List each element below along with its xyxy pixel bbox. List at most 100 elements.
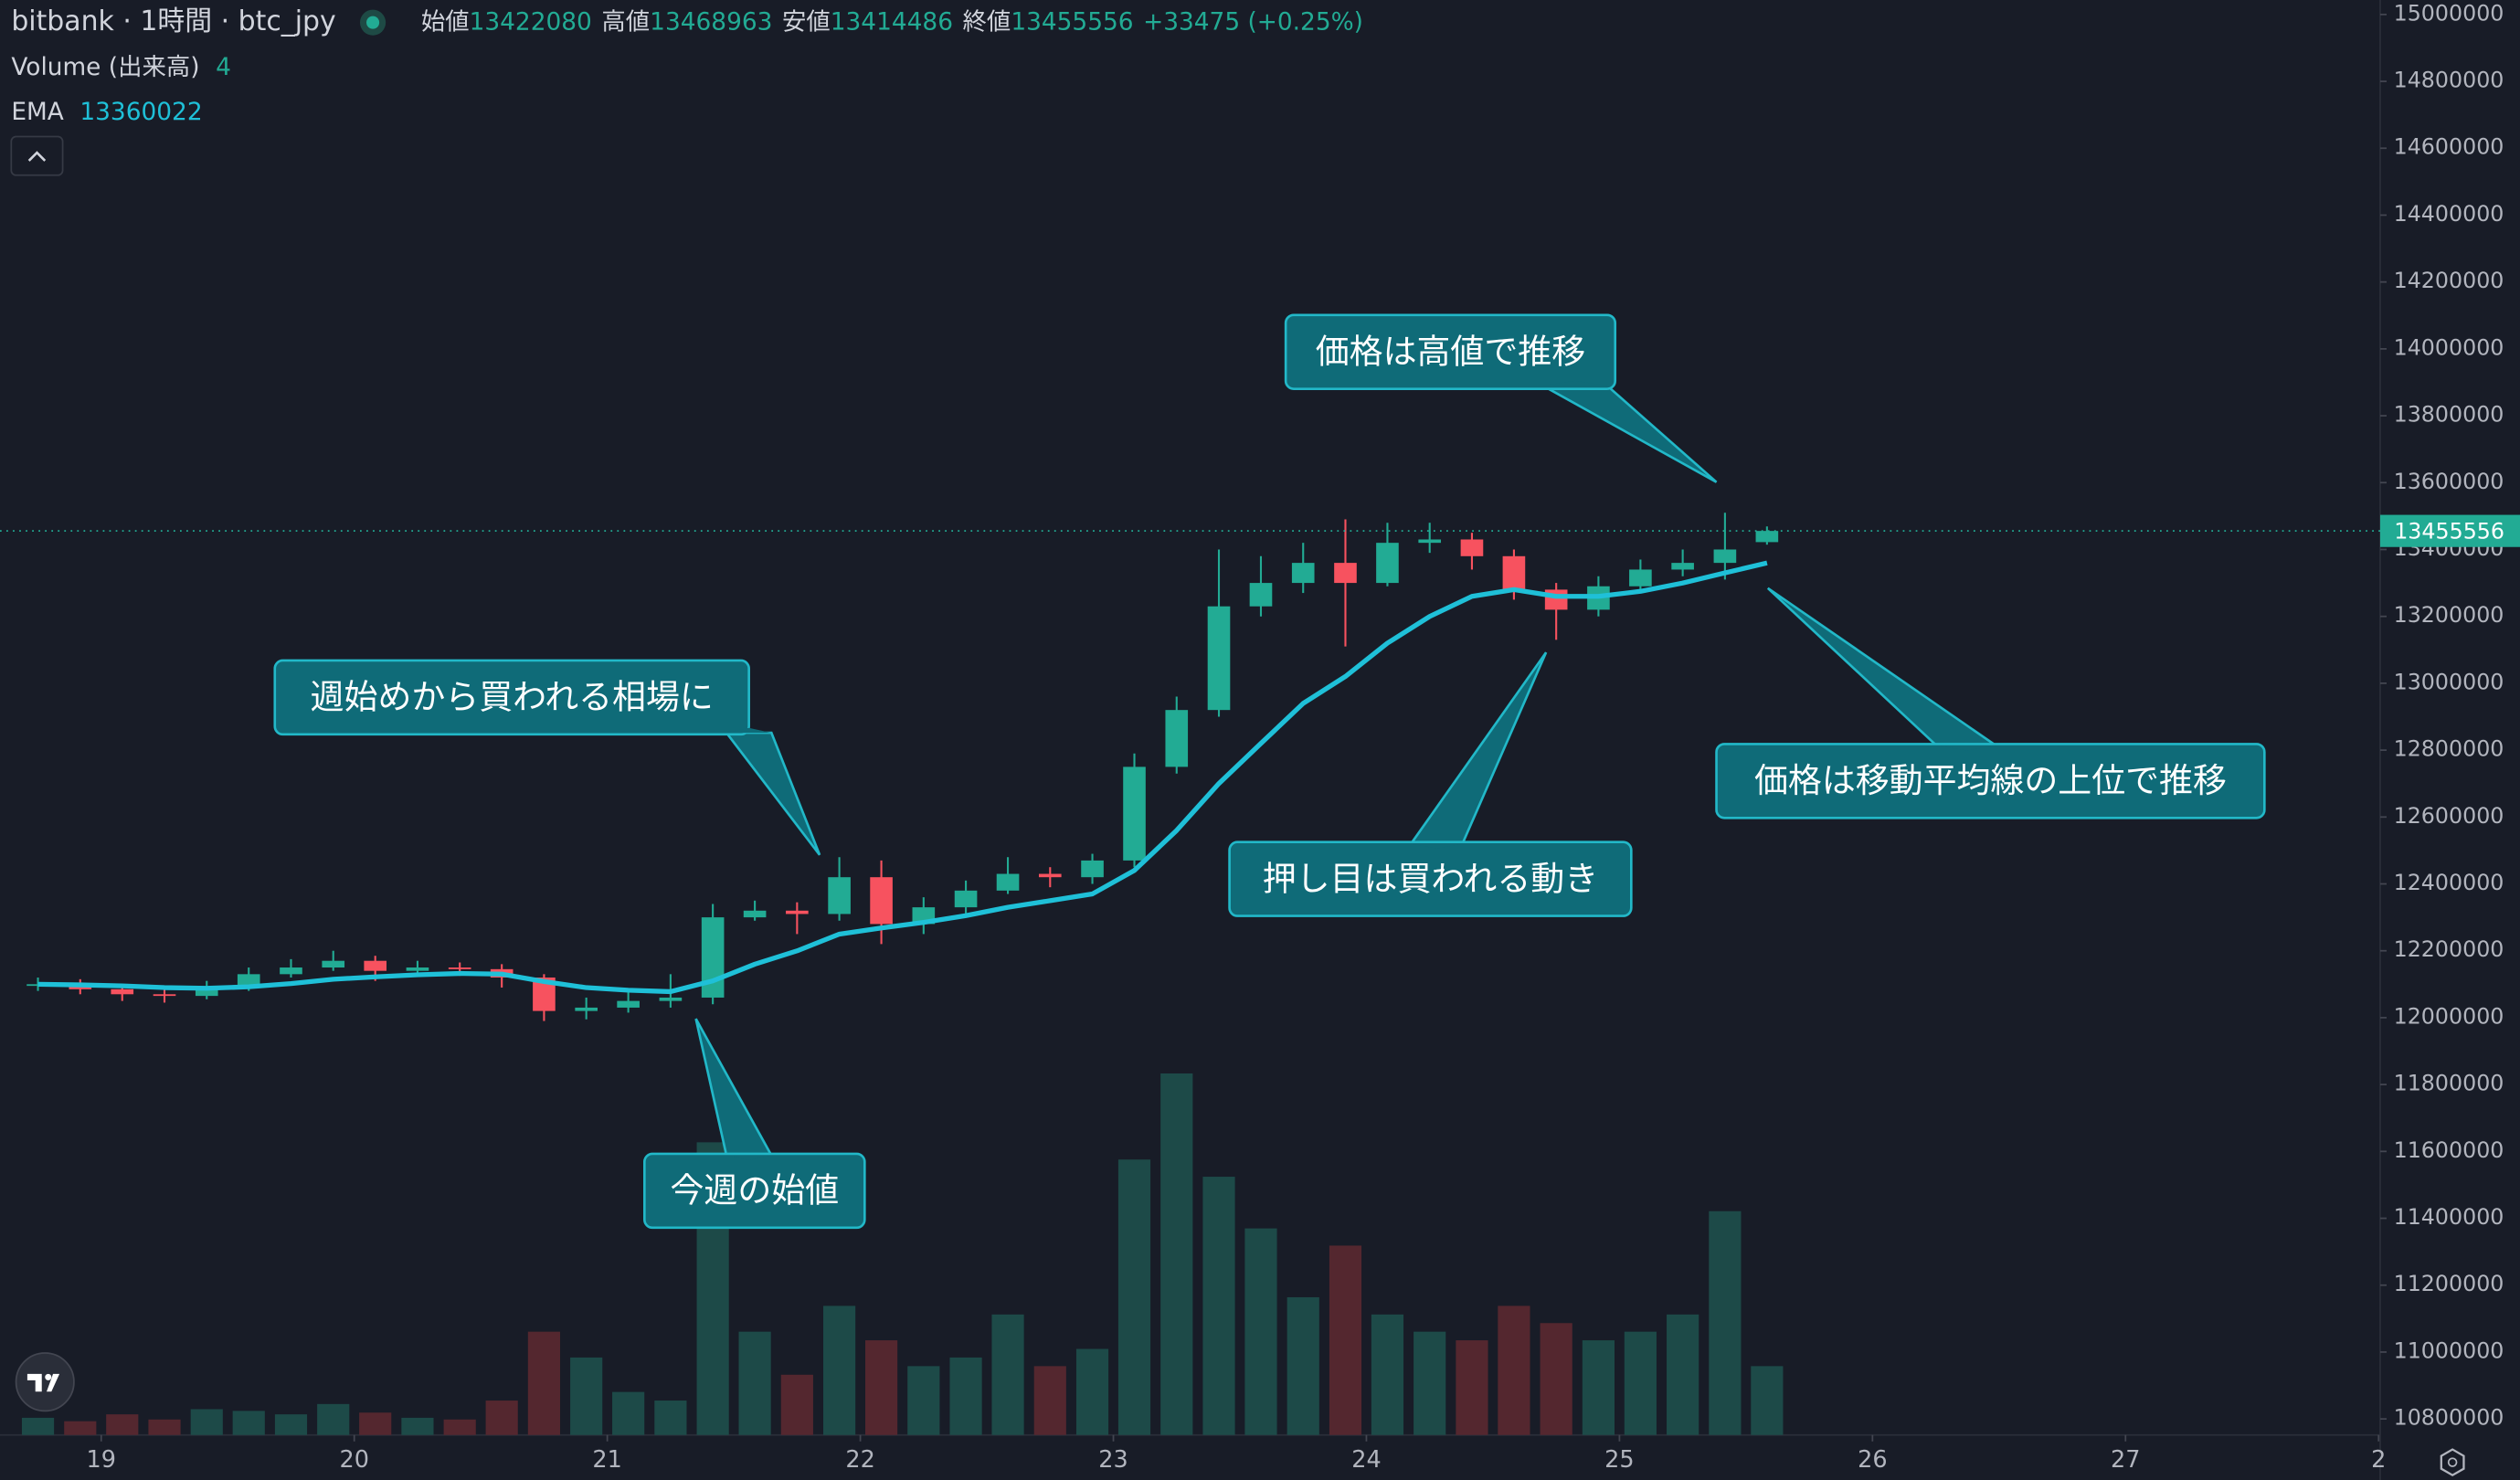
volume-bar xyxy=(1667,1314,1699,1435)
callout-joint xyxy=(726,1155,772,1160)
candle-body xyxy=(996,873,1020,891)
callout-text: 週始めから買われる相場に xyxy=(311,678,714,717)
collapse-icon[interactable] xyxy=(27,151,47,162)
candle-body xyxy=(1207,606,1231,711)
x-tick-label: 24 xyxy=(1351,1446,1381,1474)
logo-dot[interactable] xyxy=(45,1373,52,1380)
ohlc: 始値13422080 高値13468963 安値13414486 終値13455556… xyxy=(421,8,1363,36)
y-tick-label: 13600000 xyxy=(2394,469,2504,494)
candle-body xyxy=(1671,563,1694,570)
volume-bar xyxy=(21,1417,55,1435)
callout: 今週の始値 xyxy=(643,1018,866,1230)
low-label: 安値 xyxy=(782,8,831,36)
y-tick-label: 12400000 xyxy=(2394,870,2504,895)
ema-value: 13360022 xyxy=(79,99,202,126)
volume-bar xyxy=(485,1401,518,1435)
volume-bar xyxy=(907,1366,940,1435)
y-tick-label: 12800000 xyxy=(2394,736,2504,762)
x-tick-label: 25 xyxy=(1604,1446,1634,1474)
volume-bar xyxy=(1371,1314,1404,1435)
volume-bar xyxy=(1244,1228,1277,1435)
volume-bar xyxy=(991,1314,1024,1435)
y-tick-label: 14800000 xyxy=(2394,68,2504,93)
callout-box xyxy=(643,1152,866,1230)
candle-body xyxy=(195,987,218,997)
y-tick-label: 14000000 xyxy=(2394,334,2504,360)
y-tick-label: 11200000 xyxy=(2394,1271,2504,1296)
callout-box xyxy=(273,659,750,736)
y-tick-label: 11600000 xyxy=(2394,1137,2504,1163)
volume-bar xyxy=(1709,1210,1742,1435)
x-tick-label: 21 xyxy=(592,1446,621,1474)
y-tick-label: 12600000 xyxy=(2394,803,2504,829)
x-tick-label: 19 xyxy=(87,1446,116,1474)
logo-circle[interactable] xyxy=(15,1352,75,1412)
candle-body xyxy=(617,1000,640,1008)
candle-body xyxy=(448,967,471,969)
callout: 価格は高値で推移 xyxy=(1284,313,1718,483)
candle-body xyxy=(701,917,725,998)
volume-bar xyxy=(274,1414,308,1435)
volume-bar xyxy=(232,1411,265,1435)
y-tick-label: 13000000 xyxy=(2394,669,2504,694)
candle-body xyxy=(1460,539,1484,556)
high-label: 高値 xyxy=(601,8,650,36)
settings-button[interactable] xyxy=(2440,1448,2465,1477)
callout-text: 押し目は買われる動き xyxy=(1263,859,1598,898)
x-tick-label: 22 xyxy=(845,1446,874,1474)
y-tick-label: 12000000 xyxy=(2394,1003,2504,1029)
volume-bar xyxy=(738,1331,771,1435)
collapse-button[interactable] xyxy=(10,135,64,176)
settings-center[interactable] xyxy=(2447,1457,2458,1467)
candle-body xyxy=(280,967,302,975)
callout-text: 価格は移動平均線の上位で推移 xyxy=(1754,761,2227,800)
candle-body xyxy=(954,890,978,908)
current-price-label: 13455556 xyxy=(2394,518,2504,544)
x-tick-label: 2 xyxy=(2371,1446,2386,1474)
volume-bar xyxy=(1329,1245,1362,1435)
y-tick-label: 14400000 xyxy=(2394,201,2504,227)
callout: 押し目は買われる動き xyxy=(1228,651,1633,917)
close-value: 13455556 xyxy=(1011,8,1133,36)
symbol: bitbank · 1時間 · btc_jpy xyxy=(11,5,335,37)
callout-joint xyxy=(726,727,772,734)
volume-bar xyxy=(823,1306,856,1435)
collapse-box[interactable] xyxy=(10,135,64,176)
candle-body xyxy=(1165,710,1189,767)
volume-bar xyxy=(654,1401,687,1435)
volume-bar xyxy=(1033,1366,1066,1435)
volume-bar xyxy=(317,1403,350,1435)
volume-label: Volume (出来高) xyxy=(11,53,199,80)
volume-bar xyxy=(401,1417,434,1435)
candle-body xyxy=(870,877,893,925)
callout: 週始めから買われる相場に xyxy=(273,659,821,856)
ema-legend: EMA 13360022 xyxy=(11,99,202,126)
x-tick-label: 26 xyxy=(1858,1446,1887,1474)
tv-logo[interactable] xyxy=(15,1352,75,1412)
x-tick-label: 20 xyxy=(339,1446,368,1474)
candle-body xyxy=(406,967,429,971)
y-tick-label: 14600000 xyxy=(2394,134,2504,160)
low-value: 13414486 xyxy=(831,8,953,36)
candle-body xyxy=(111,988,134,995)
candle-body xyxy=(1334,563,1357,584)
volume-bar xyxy=(1286,1296,1319,1435)
candle-body xyxy=(1123,766,1146,861)
ema-label: EMA xyxy=(11,99,63,126)
high-value: 13468963 xyxy=(650,8,772,36)
current-price-box xyxy=(2379,514,2520,547)
volume-bar xyxy=(949,1357,982,1435)
callout-text: 価格は高値で推移 xyxy=(1316,332,1585,371)
candle-body xyxy=(1755,531,1779,543)
volume-bar xyxy=(1075,1348,1109,1435)
y-tick-label: 15000000 xyxy=(2394,0,2504,26)
volume-bar xyxy=(1582,1340,1615,1435)
candle-body xyxy=(364,960,387,971)
volume-bar xyxy=(570,1357,603,1435)
settings-icon[interactable] xyxy=(2440,1448,2465,1477)
candle-body xyxy=(1376,543,1399,584)
volume-legend: Volume (出来高) 4 xyxy=(11,53,231,80)
volume-value: 4 xyxy=(216,53,231,80)
